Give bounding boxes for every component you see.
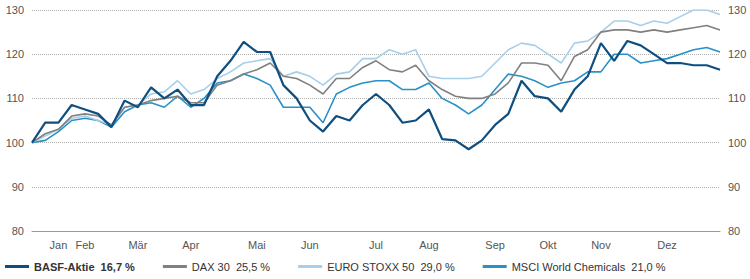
svg-text:90: 90	[12, 181, 24, 193]
svg-text:Jun: Jun	[301, 239, 319, 251]
svg-text:Apr: Apr	[182, 239, 199, 251]
svg-text:110: 110	[6, 92, 24, 104]
svg-text:110: 110	[728, 92, 746, 104]
svg-text:80: 80	[728, 225, 740, 237]
svg-text:Nov: Nov	[591, 239, 611, 251]
svg-text:EURO STOXX 50 29,0 %: EURO STOXX 50 29,0 %	[327, 261, 455, 273]
svg-text:130: 130	[728, 4, 746, 16]
svg-text:120: 120	[6, 48, 24, 60]
svg-text:Jul: Jul	[369, 239, 383, 251]
svg-text:80: 80	[12, 225, 24, 237]
svg-text:Jan: Jan	[50, 239, 68, 251]
svg-text:Dez: Dez	[657, 239, 677, 251]
svg-text:90: 90	[728, 181, 740, 193]
svg-text:Mär: Mär	[128, 239, 147, 251]
svg-text:130: 130	[6, 4, 24, 16]
svg-text:120: 120	[728, 48, 746, 60]
svg-text:MSCI World Chemicals 21,0 %: MSCI World Chemicals 21,0 %	[512, 261, 666, 273]
svg-text:100: 100	[6, 137, 24, 149]
svg-text:Feb: Feb	[75, 239, 94, 251]
svg-text:BASF-Aktie 16,7 %: BASF-Aktie 16,7 %	[34, 261, 135, 273]
svg-text:Mai: Mai	[248, 239, 266, 251]
svg-text:Sep: Sep	[485, 239, 505, 251]
svg-text:100: 100	[728, 137, 746, 149]
svg-text:Okt: Okt	[539, 239, 556, 251]
svg-text:Aug: Aug	[419, 239, 439, 251]
svg-text:DAX 30 25,5 %: DAX 30 25,5 %	[192, 261, 270, 273]
